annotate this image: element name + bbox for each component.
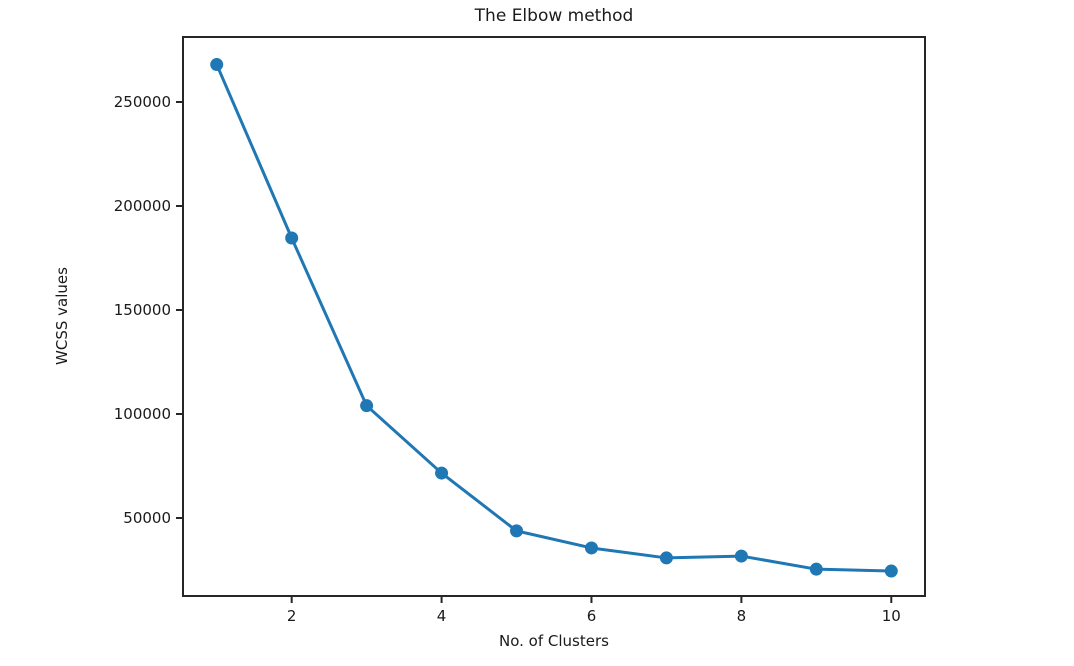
y-axis-label: WCSS values bbox=[53, 267, 71, 365]
data-line bbox=[215, 63, 893, 573]
x-tick-label: 4 bbox=[437, 607, 447, 625]
data-point bbox=[734, 549, 748, 563]
data-point bbox=[435, 466, 449, 480]
x-tick-label: 8 bbox=[737, 607, 747, 625]
y-tick-label: 150000 bbox=[114, 301, 171, 319]
x-tick-label: 10 bbox=[882, 607, 901, 625]
data-point bbox=[659, 551, 673, 565]
data-point bbox=[884, 564, 898, 578]
data-point bbox=[584, 541, 598, 555]
x-tick-label: 2 bbox=[287, 607, 297, 625]
data-point bbox=[809, 562, 823, 576]
chart-title: The Elbow method bbox=[474, 6, 634, 26]
x-tick-label: 6 bbox=[587, 607, 597, 625]
y-tick-label: 200000 bbox=[114, 197, 171, 215]
data-point bbox=[285, 231, 299, 245]
x-axis-label: No. of Clusters bbox=[499, 632, 609, 650]
y-tick-label: 100000 bbox=[114, 405, 171, 423]
axes-spines bbox=[182, 36, 926, 597]
data-point bbox=[510, 524, 524, 538]
y-tick-label: 50000 bbox=[123, 509, 171, 527]
data-point bbox=[210, 58, 224, 72]
data-point bbox=[360, 399, 374, 413]
y-tick-label: 250000 bbox=[114, 93, 171, 111]
